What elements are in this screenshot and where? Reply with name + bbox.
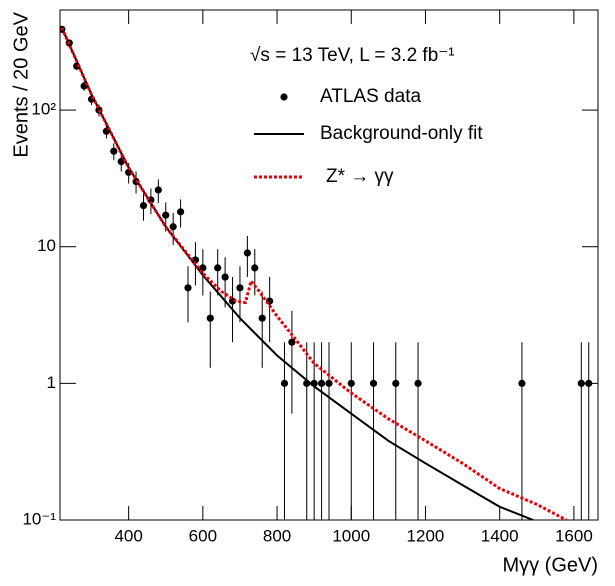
x-axis-title: Mγγ (GeV) xyxy=(502,554,598,576)
data-point xyxy=(258,314,266,322)
data-point xyxy=(577,379,585,387)
x-tick-label: 800 xyxy=(263,526,291,545)
annotation: √s = 13 TeV, L = 3.2 fb⁻¹ xyxy=(250,45,455,66)
x-tick-label: 1000 xyxy=(332,526,370,545)
y-tick-label: 1 xyxy=(47,373,56,392)
data-point xyxy=(280,379,289,387)
legend-text: ATLAS data xyxy=(320,86,421,107)
x-tick-label: 1200 xyxy=(407,526,445,545)
data-point xyxy=(392,379,400,387)
data-point xyxy=(139,201,148,210)
x-tick-label: 1400 xyxy=(481,526,519,545)
data-point xyxy=(162,211,170,219)
legend-marker xyxy=(280,93,288,101)
data-point xyxy=(214,264,222,272)
x-tick-label: 600 xyxy=(189,526,217,545)
data-point xyxy=(518,379,526,387)
y-tick-label: 10² xyxy=(31,100,56,119)
data-point xyxy=(169,223,177,231)
y-axis-title: Events / 20 GeV xyxy=(10,11,32,157)
legend-text: Background-only fit xyxy=(320,123,483,144)
data-point xyxy=(325,379,333,387)
data-point xyxy=(184,284,192,292)
data-point xyxy=(206,314,214,322)
data-point xyxy=(221,273,229,281)
data-point xyxy=(347,379,355,387)
x-tick-label: 400 xyxy=(114,526,142,545)
data-point xyxy=(251,264,259,272)
data-point xyxy=(288,338,296,346)
x-tick-label: 1600 xyxy=(555,526,593,545)
y-tick-label: 10⁻¹ xyxy=(22,509,56,528)
data-point xyxy=(236,284,244,292)
data-point xyxy=(154,186,162,194)
data-point xyxy=(317,379,326,387)
data-point xyxy=(414,379,422,387)
legend-text: Z* → γγ xyxy=(326,166,394,187)
data-point xyxy=(243,249,251,257)
fit-line xyxy=(60,27,534,520)
data-point xyxy=(369,379,378,387)
data-point xyxy=(176,208,185,216)
plot-area xyxy=(60,25,593,520)
y-tick-label: 10 xyxy=(37,236,56,255)
data-point xyxy=(110,147,118,155)
fit-line xyxy=(60,27,568,520)
